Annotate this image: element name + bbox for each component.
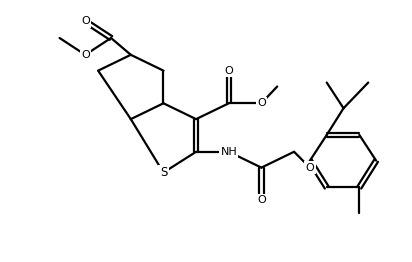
Text: O: O xyxy=(257,195,266,205)
Text: S: S xyxy=(160,166,167,179)
Text: O: O xyxy=(225,66,233,76)
Text: O: O xyxy=(257,98,266,108)
Text: O: O xyxy=(81,50,90,60)
Text: NH: NH xyxy=(220,147,237,157)
Text: O: O xyxy=(306,163,314,173)
Text: O: O xyxy=(81,16,90,26)
